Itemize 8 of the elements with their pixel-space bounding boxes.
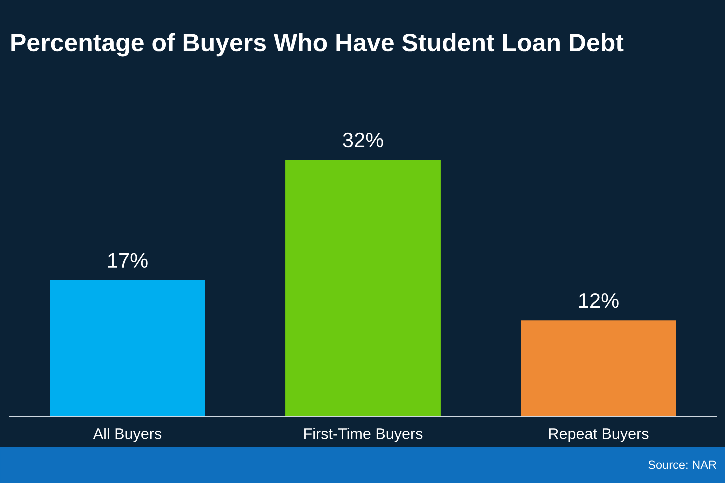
x-tick-label: First-Time Buyers	[304, 428, 423, 442]
source-note: Source: NAR	[648, 460, 716, 470]
data-label: 32%	[343, 132, 384, 148]
x-tick-label: All Buyers	[93, 428, 162, 442]
data-label: 17%	[108, 253, 148, 268]
data-label: 12%	[579, 293, 619, 308]
x-tick-label: Repeat Buyers	[549, 428, 649, 442]
chart-title: Percentage of Buyers Who Have Student Loan Debt	[12, 33, 624, 57]
